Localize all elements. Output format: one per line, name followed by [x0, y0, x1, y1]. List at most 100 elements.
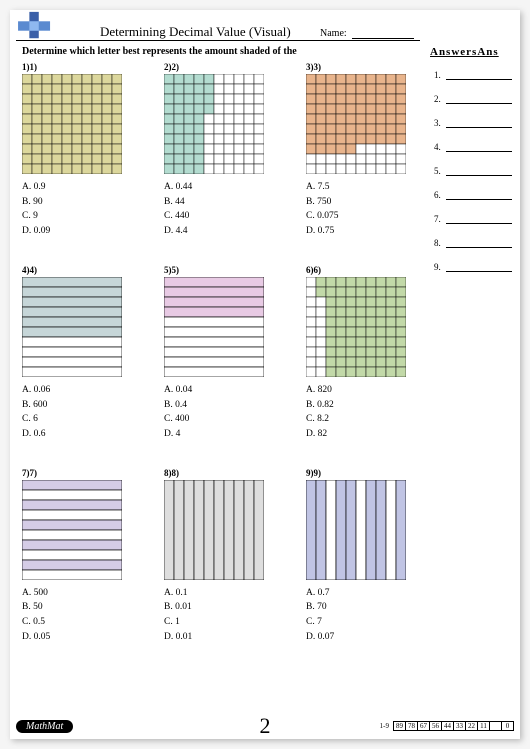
choice: C. 0.5: [22, 615, 136, 630]
score-cell: 11: [478, 722, 490, 731]
answer-row: 3.: [434, 118, 512, 128]
header-rule: [16, 40, 420, 41]
answer-row: 2.: [434, 94, 512, 104]
question-row: 4)4) A. 0.06B. 600C. 6D. 0.6 5)5) A. 0.0…: [22, 265, 422, 442]
instruction-text: Determine which letter best represents t…: [22, 46, 297, 57]
question: 2)2) A. 0.44B. 44C. 440D. 4.4: [164, 62, 278, 239]
choice: D. 0.09: [22, 224, 136, 239]
question: 9)9) A. 0.7B. 70C. 7D. 0.07: [306, 468, 420, 645]
question-label: 7)7): [22, 468, 136, 478]
score-cell: 67: [418, 722, 430, 731]
score-cell: 44: [442, 722, 454, 731]
choices: A. 7.5B. 750C. 0.075D. 0.75: [306, 180, 420, 239]
question-row: 7)7) A. 500B. 50C. 0.5D. 0.05 8)8) A. 0.…: [22, 468, 422, 645]
choice: C. 440: [164, 209, 278, 224]
choices: A. 0.06B. 600C. 6D. 0.6: [22, 383, 136, 442]
worksheet-page: Determining Decimal Value (Visual) Name:…: [10, 10, 520, 739]
answer-number: 2.: [434, 94, 446, 104]
question-row: 1)1) A. 0.9B. 90C. 9D. 0.09 2)2) A. 0.44…: [22, 62, 422, 239]
answer-number: 8.: [434, 238, 446, 248]
choice: C. 0.075: [306, 209, 420, 224]
answer-blank[interactable]: [446, 238, 512, 248]
answer-row: 7.: [434, 214, 512, 224]
choices: A. 0.9B. 90C. 9D. 0.09: [22, 180, 136, 239]
question-label: 1)1): [22, 62, 136, 72]
choice: C. 9: [22, 209, 136, 224]
question-label: 5)5): [164, 265, 278, 275]
answer-blank[interactable]: [446, 70, 512, 80]
footer: MathMat 2 1-9 89786756443322110: [16, 717, 514, 735]
choice: D. 0.07: [306, 630, 420, 645]
answer-row: 9.: [434, 262, 512, 272]
answer-row: 8.: [434, 238, 512, 248]
choice: D. 0.01: [164, 630, 278, 645]
choice: A. 0.1: [164, 586, 278, 601]
choice: B. 0.01: [164, 600, 278, 615]
answer-blank[interactable]: [446, 118, 512, 128]
choice: B. 70: [306, 600, 420, 615]
answer-row: 1.: [434, 70, 512, 80]
choices: A. 0.1B. 0.01C. 1D. 0.01: [164, 586, 278, 645]
answer-blank[interactable]: [446, 214, 512, 224]
answer-number: 1.: [434, 70, 446, 80]
question-label: 6)6): [306, 265, 420, 275]
score-cell: 22: [466, 722, 478, 731]
choice: D. 0.75: [306, 224, 420, 239]
answer-blank[interactable]: [446, 262, 512, 272]
questions-area: 1)1) A. 0.9B. 90C. 9D. 0.09 2)2) A. 0.44…: [22, 62, 422, 671]
answer-blank[interactable]: [446, 190, 512, 200]
question-label: 9)9): [306, 468, 420, 478]
choice: B. 90: [22, 195, 136, 210]
choice: C. 7: [306, 615, 420, 630]
score-cell: 0: [502, 722, 514, 731]
choice: A. 0.44: [164, 180, 278, 195]
question: 5)5) A. 0.04B. 0.4C. 400D. 4: [164, 265, 278, 442]
choice: B. 0.82: [306, 398, 420, 413]
answers-header: AnswersAns: [430, 46, 520, 58]
choice: D. 0.6: [22, 427, 136, 442]
choice: A. 820: [306, 383, 420, 398]
choices: A. 0.7B. 70C. 7D. 0.07: [306, 586, 420, 645]
question-label: 4)4): [22, 265, 136, 275]
question: 7)7) A. 500B. 50C. 0.5D. 0.05: [22, 468, 136, 645]
choice: A. 0.06: [22, 383, 136, 398]
choices: A. 0.44B. 44C. 440D. 4.4: [164, 180, 278, 239]
plus-logo-icon: [16, 10, 54, 42]
choice: B. 50: [22, 600, 136, 615]
score-table: 89786756443322110: [393, 721, 514, 731]
choice: A. 0.9: [22, 180, 136, 195]
choice: D. 4: [164, 427, 278, 442]
choice: B. 750: [306, 195, 420, 210]
answer-row: 5.: [434, 166, 512, 176]
choice: D. 82: [306, 427, 420, 442]
answer-number: 9.: [434, 262, 446, 272]
score-cell: [490, 722, 502, 731]
answer-row: 6.: [434, 190, 512, 200]
score-strip: 1-9 89786756443322110: [380, 721, 514, 731]
name-label: Name:: [320, 28, 347, 39]
answer-blank[interactable]: [446, 94, 512, 104]
question: 6)6) A. 820B. 0.82C. 8.2D. 82: [306, 265, 420, 442]
choices: A. 820B. 0.82C. 8.2D. 82: [306, 383, 420, 442]
answers-column: 1. 2. 3. 4. 5. 6. 7. 8. 9.: [434, 70, 512, 286]
answer-blank[interactable]: [446, 142, 512, 152]
brand-badge: MathMat: [16, 720, 73, 733]
choice: C. 400: [164, 412, 278, 427]
score-label: 1-9: [380, 722, 389, 730]
choice: C. 8.2: [306, 412, 420, 427]
choice: C. 6: [22, 412, 136, 427]
answer-blank[interactable]: [446, 166, 512, 176]
choice: A. 500: [22, 586, 136, 601]
choice: B. 44: [164, 195, 278, 210]
worksheet-title: Determining Decimal Value (Visual): [100, 24, 291, 40]
choice: A. 0.7: [306, 586, 420, 601]
answer-number: 6.: [434, 190, 446, 200]
question-label: 8)8): [164, 468, 278, 478]
choice: A. 7.5: [306, 180, 420, 195]
choice: D. 0.05: [22, 630, 136, 645]
answer-row: 4.: [434, 142, 512, 152]
page-number: 2: [260, 713, 271, 739]
choice: B. 0.4: [164, 398, 278, 413]
name-input-line[interactable]: [352, 38, 414, 39]
answer-number: 4.: [434, 142, 446, 152]
